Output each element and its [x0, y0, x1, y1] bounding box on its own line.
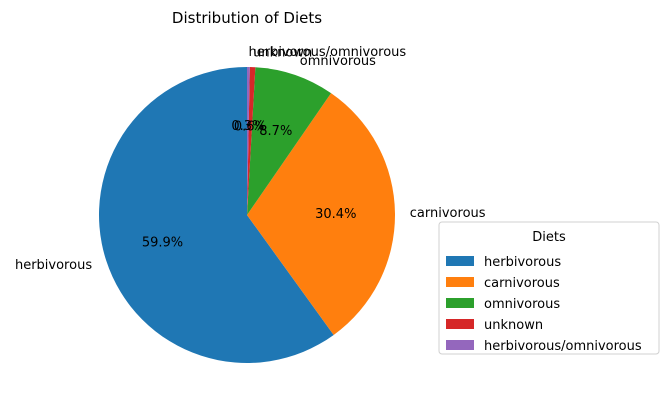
slice-label: herbivorous	[15, 258, 92, 273]
legend-frame	[438, 221, 660, 355]
pie-slice-omnivorous	[247, 67, 332, 215]
slice-percent-label: 8.7%	[259, 124, 292, 139]
legend-entry-label: omnivorous	[484, 297, 560, 312]
legend-entry-label: unknown	[484, 318, 543, 333]
chart-title: Distribution of Diets	[172, 9, 322, 27]
legend-swatch	[446, 277, 474, 287]
legend-title: Diets	[532, 230, 566, 245]
slice-percent-label: 59.9%	[142, 235, 183, 250]
pie-slice-herbivorous	[99, 67, 334, 363]
pie-slice-carnivorous	[247, 93, 395, 335]
legend-entry-label: herbivorous	[484, 255, 561, 270]
slice-label: unknown	[253, 45, 312, 60]
slice-label: herbivorous/omnivorous	[249, 45, 407, 60]
slice-label: omnivorous	[300, 54, 376, 69]
legend-entry-label: herbivorous/omnivorous	[484, 339, 642, 354]
slice-percent-label: 0.3%	[231, 119, 264, 134]
legend-swatch	[446, 298, 474, 308]
legend-swatch	[446, 256, 474, 266]
slice-percent-label: 30.4%	[315, 207, 356, 222]
legend-swatch	[446, 340, 474, 350]
legend-swatch	[446, 319, 474, 329]
pie-slice-herbivorous-omnivorous	[247, 67, 250, 215]
pie-slice-unknown	[247, 67, 256, 216]
legend: Diets herbivorous carnivorous omnivorous un…	[438, 221, 660, 355]
slice-label: carnivorous	[410, 206, 486, 221]
legend-entry-label: carnivorous	[484, 276, 560, 291]
slice-percent-label: 0.6%	[234, 119, 267, 134]
